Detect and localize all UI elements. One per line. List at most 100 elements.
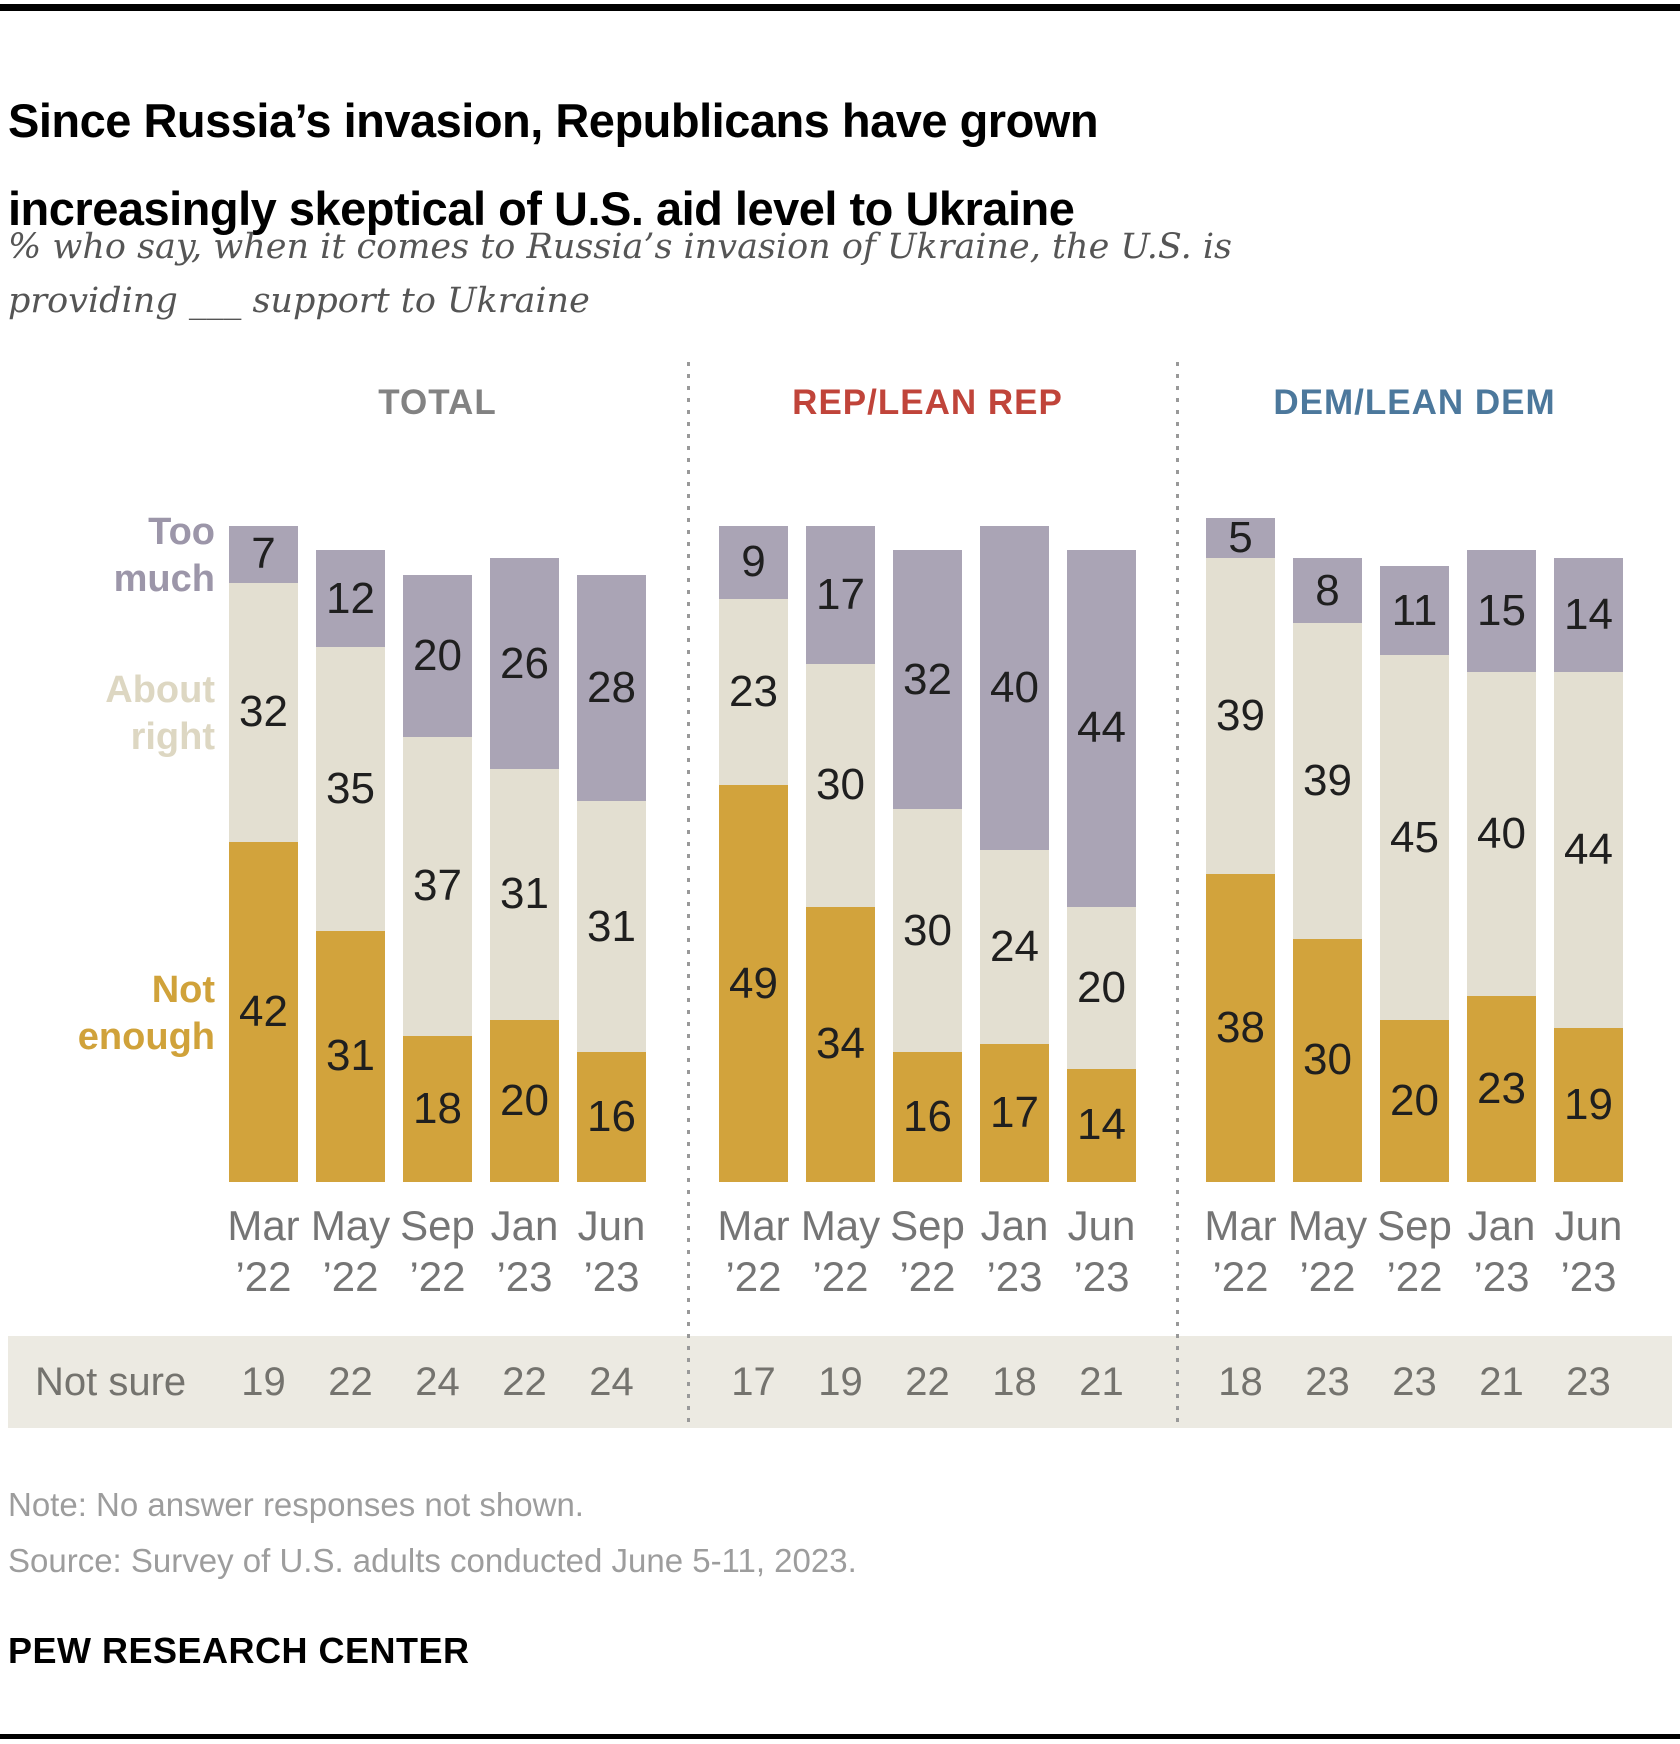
segment-value-label: 17: [816, 569, 865, 619]
bar-segment-not-enough: 17: [980, 1044, 1049, 1182]
stacked-bar: 28 31 16: [577, 574, 646, 1183]
stacked-bar: 14 44 19: [1554, 558, 1623, 1182]
bar-segment-about-right: 30: [893, 809, 962, 1053]
bar-segment-too-much: 8: [1293, 558, 1362, 624]
stacked-bar: 11 45 20: [1380, 566, 1449, 1182]
stacked-bar: 32 30 16: [893, 550, 962, 1182]
legend-label-too-much: Too much: [113, 511, 215, 600]
segment-value-label: 30: [903, 905, 952, 955]
bar-segment-about-right: 37: [403, 736, 472, 1037]
bar-segment-too-much: 9: [719, 525, 788, 599]
not-sure-value: 21: [1479, 1360, 1524, 1404]
not-sure-value: 18: [992, 1360, 1037, 1404]
not-sure-label: Not sure: [35, 1360, 187, 1404]
bar-segment-not-enough: 42: [229, 841, 298, 1182]
bar-segment-about-right: 24: [980, 849, 1049, 1045]
bar-segment-about-right: 31: [577, 801, 646, 1053]
legend-label-not-enough: Not enough: [77, 969, 215, 1058]
bar-segment-too-much: 7: [229, 525, 298, 583]
x-axis-label: Jan ’23: [980, 1202, 1049, 1300]
segment-value-label: 20: [1077, 962, 1126, 1012]
stacked-bar: 26 31 20: [490, 558, 559, 1182]
segment-value-label: 14: [1077, 1100, 1126, 1150]
bar-segment-too-much: 11: [1380, 566, 1449, 656]
segment-value-label: 12: [326, 573, 375, 623]
bar-segment-not-enough: 38: [1206, 874, 1275, 1182]
segment-value-label: 9: [741, 537, 766, 587]
bar-segment-not-enough: 16: [893, 1052, 962, 1182]
segment-value-label: 14: [1564, 589, 1613, 639]
bar-segment-too-much: 14: [1554, 558, 1623, 672]
bar-segment-too-much: 5: [1206, 513, 1275, 563]
stacked-bar: 20 37 18: [403, 574, 472, 1183]
bar-segment-not-enough: 19: [1554, 1028, 1623, 1182]
bar-segment-too-much: 12: [316, 550, 385, 648]
segment-value-label: 44: [1564, 824, 1613, 874]
bar-segment-not-enough: 16: [577, 1052, 646, 1182]
not-sure-value: 21: [1079, 1360, 1124, 1404]
stacked-bar: 40 24 17: [980, 525, 1049, 1182]
segment-value-label: 37: [413, 861, 462, 911]
segment-value-label: 34: [816, 1019, 865, 1069]
segment-value-label: 11: [1391, 585, 1438, 635]
bar-segment-about-right: 39: [1206, 558, 1275, 875]
brand-logo-text: PEW RESEARCH CENTER: [8, 1630, 470, 1671]
segment-value-label: 39: [1303, 756, 1352, 806]
bar-segment-too-much: 17: [806, 525, 875, 664]
stacked-bar: 15 40 23: [1467, 550, 1536, 1182]
segment-value-label: 44: [1077, 703, 1126, 753]
stacked-bar: 7 32 42: [229, 525, 298, 1182]
segment-value-label: 35: [326, 764, 375, 814]
segment-value-label: 16: [587, 1092, 636, 1142]
not-sure-value: 24: [589, 1360, 634, 1404]
bar-segment-not-enough: 14: [1067, 1068, 1136, 1182]
x-axis-label: Jun ’23: [1067, 1202, 1136, 1300]
bar-segment-too-much: 40: [980, 525, 1049, 850]
x-axis-label: May ’22: [800, 1202, 881, 1300]
segment-value-label: 31: [587, 901, 636, 951]
stacked-bar: 5 39 38: [1206, 513, 1275, 1182]
x-axis-label: Jan ’23: [490, 1202, 559, 1300]
not-sure-value: 18: [1218, 1360, 1263, 1404]
page-title: Since Russia’s invasion, Republicans hav…: [8, 94, 1099, 236]
segment-value-label: 38: [1216, 1003, 1265, 1053]
bar-segment-not-enough: 20: [490, 1019, 559, 1182]
segment-value-label: 30: [1303, 1035, 1352, 1085]
bar-segment-too-much: 26: [490, 558, 559, 769]
segment-value-label: 31: [326, 1031, 375, 1081]
bar-segment-too-much: 44: [1067, 550, 1136, 907]
segment-value-label: 24: [990, 922, 1039, 972]
segment-value-label: 49: [729, 958, 778, 1008]
bar-segment-about-right: 32: [229, 582, 298, 842]
not-sure-value: 23: [1392, 1360, 1437, 1404]
not-sure-value: 19: [818, 1360, 863, 1404]
not-sure-value: 22: [502, 1360, 547, 1404]
segment-value-label: 7: [251, 529, 276, 579]
bar-segment-about-right: 45: [1380, 655, 1449, 1020]
not-sure-value: 24: [415, 1360, 460, 1404]
segment-value-label: 15: [1477, 585, 1526, 635]
bar-segment-too-much: 32: [893, 550, 962, 810]
panel-header-total: TOTAL: [378, 383, 497, 422]
segment-value-label: 5: [1228, 513, 1253, 563]
note-text: Note: No answer responses not shown.: [8, 1486, 584, 1523]
not-sure-value: 22: [328, 1360, 373, 1404]
not-sure-value: 17: [731, 1360, 776, 1404]
stacked-bar: 9 23 49: [719, 525, 788, 1182]
segment-value-label: 28: [587, 662, 636, 712]
bar-segment-about-right: 30: [806, 663, 875, 907]
page-subtitle: % who say, when it comes to Russia’s inv…: [8, 227, 1232, 321]
segment-value-label: 20: [500, 1075, 549, 1125]
segment-value-label: 23: [1477, 1063, 1526, 1113]
bar-segment-not-enough: 31: [316, 930, 385, 1182]
not-sure-value: 22: [905, 1360, 950, 1404]
panel-separator-2: [1176, 362, 1179, 1430]
source-text: Source: Survey of U.S. adults conducted …: [8, 1542, 857, 1579]
segment-value-label: 32: [903, 654, 952, 704]
segment-value-label: 32: [239, 687, 288, 737]
segment-value-label: 20: [1390, 1075, 1439, 1125]
legend-label-about-right: About right: [105, 669, 215, 758]
not-sure-strip: [8, 1336, 1672, 1428]
x-axis-label: Mar ’22: [227, 1202, 300, 1300]
